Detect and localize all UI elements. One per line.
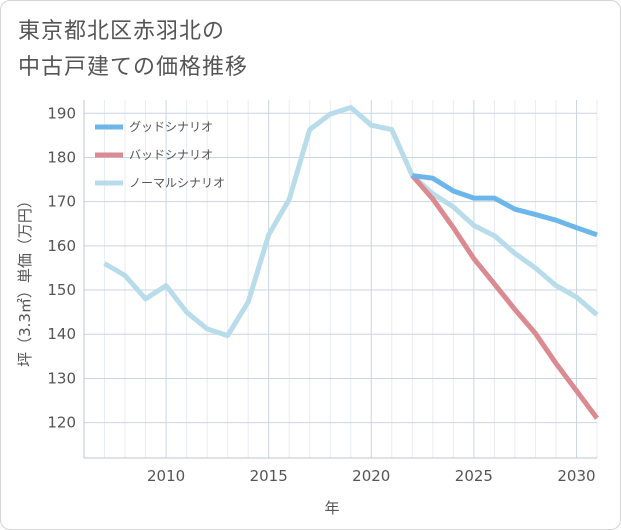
x-tick-labels: 2010 2015 2020 2025 2030 <box>147 467 596 485</box>
y-tick-label: 120 <box>47 414 76 432</box>
y-tick-label: 130 <box>47 369 76 387</box>
plot-area <box>84 100 597 458</box>
y-tick-label: 140 <box>47 325 76 343</box>
series-line-2 <box>103 105 599 339</box>
y-tick-label: 190 <box>47 104 76 122</box>
chart-title-line-2: 中古戸建ての価格推移 <box>18 55 249 80</box>
chart-title-line-1: 東京都北区赤羽北の <box>18 19 226 44</box>
y-axis-label: 坪（3.3㎡）単価（万円） <box>16 193 34 367</box>
y-tick-label: 160 <box>47 237 76 255</box>
y-tick-label: 150 <box>47 281 76 299</box>
x-tick-label: 2025 <box>455 467 493 485</box>
x-axis-label: 年 <box>324 499 339 517</box>
series-line-0 <box>411 173 598 238</box>
legend-label-0: グッドシナリオ <box>129 120 213 134</box>
series-lines <box>103 105 600 420</box>
x-tick-label: 2020 <box>352 467 390 485</box>
y-tick-label: 170 <box>47 193 76 211</box>
x-tick-label: 2015 <box>250 467 288 485</box>
chart-title: 東京都北区赤羽北の 中古戸建ての価格推移 <box>18 14 248 86</box>
x-tick-label: 2030 <box>557 467 595 485</box>
grid-lines <box>83 100 598 459</box>
legend-label-2: ノーマルシナリオ <box>129 176 225 190</box>
legend-label-1: バッドシナリオ <box>129 148 213 162</box>
x-tick-label: 2010 <box>147 467 185 485</box>
y-tick-label: 180 <box>47 148 76 166</box>
series-line-1 <box>410 173 600 420</box>
y-tick-labels: 120 130 140 150 160 170 180 190 <box>47 104 76 431</box>
